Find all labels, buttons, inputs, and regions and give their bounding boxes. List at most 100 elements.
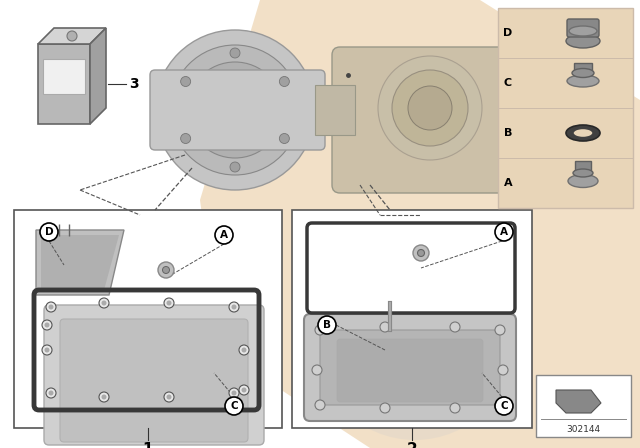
FancyBboxPatch shape <box>150 70 325 150</box>
Text: 3: 3 <box>129 77 139 91</box>
Circle shape <box>312 365 322 375</box>
Polygon shape <box>38 28 106 44</box>
Circle shape <box>99 298 109 308</box>
FancyBboxPatch shape <box>44 305 264 445</box>
Circle shape <box>42 345 52 355</box>
Text: 302144: 302144 <box>566 425 600 434</box>
Circle shape <box>392 70 468 146</box>
Circle shape <box>180 134 191 143</box>
Circle shape <box>495 223 513 241</box>
Text: B: B <box>504 128 512 138</box>
Polygon shape <box>36 230 124 295</box>
Text: A: A <box>500 227 508 237</box>
Bar <box>575 161 591 175</box>
Circle shape <box>318 316 336 334</box>
Circle shape <box>166 395 172 400</box>
Circle shape <box>413 245 429 261</box>
Circle shape <box>45 348 49 353</box>
FancyBboxPatch shape <box>304 314 516 421</box>
Circle shape <box>164 298 174 308</box>
Circle shape <box>155 30 315 190</box>
Circle shape <box>280 134 289 143</box>
Circle shape <box>102 301 106 306</box>
Circle shape <box>170 45 300 175</box>
Circle shape <box>241 388 246 392</box>
Circle shape <box>163 267 170 273</box>
Text: 1: 1 <box>143 443 153 448</box>
Ellipse shape <box>567 75 599 87</box>
Circle shape <box>408 86 452 130</box>
FancyBboxPatch shape <box>337 339 483 402</box>
FancyBboxPatch shape <box>332 47 523 193</box>
Circle shape <box>205 80 265 140</box>
Text: C: C <box>230 401 238 411</box>
Circle shape <box>215 226 233 244</box>
Circle shape <box>102 395 106 400</box>
Text: A: A <box>504 178 512 188</box>
Circle shape <box>495 400 505 410</box>
Bar <box>574 63 592 75</box>
Circle shape <box>225 397 243 415</box>
Circle shape <box>46 302 56 312</box>
Circle shape <box>187 62 283 158</box>
Ellipse shape <box>566 34 600 48</box>
Circle shape <box>380 403 390 413</box>
Circle shape <box>380 322 390 332</box>
Bar <box>43 59 85 94</box>
Circle shape <box>315 400 325 410</box>
Circle shape <box>45 323 49 327</box>
Circle shape <box>315 325 325 335</box>
Circle shape <box>164 392 174 402</box>
Circle shape <box>378 56 482 160</box>
Polygon shape <box>41 235 119 290</box>
Circle shape <box>230 162 240 172</box>
Circle shape <box>99 392 109 402</box>
Circle shape <box>232 391 237 396</box>
Circle shape <box>32 220 252 440</box>
Ellipse shape <box>573 129 593 138</box>
Ellipse shape <box>572 69 594 78</box>
Circle shape <box>241 348 246 353</box>
Ellipse shape <box>568 175 598 188</box>
Circle shape <box>239 345 249 355</box>
Bar <box>14 210 282 428</box>
Text: A: A <box>220 230 228 240</box>
Circle shape <box>498 365 508 375</box>
Circle shape <box>49 305 54 310</box>
Bar <box>498 8 633 208</box>
FancyBboxPatch shape <box>567 19 599 37</box>
FancyBboxPatch shape <box>320 330 500 405</box>
Text: C: C <box>504 78 512 88</box>
Circle shape <box>495 397 513 415</box>
Circle shape <box>166 301 172 306</box>
Circle shape <box>49 391 54 396</box>
Circle shape <box>230 48 240 58</box>
Text: B: B <box>323 320 331 330</box>
Bar <box>315 85 355 135</box>
Bar <box>292 210 532 428</box>
Polygon shape <box>90 28 106 124</box>
Ellipse shape <box>573 169 593 177</box>
Circle shape <box>229 302 239 312</box>
Circle shape <box>495 325 505 335</box>
Circle shape <box>40 223 58 241</box>
Circle shape <box>450 403 460 413</box>
Circle shape <box>46 388 56 398</box>
Text: D: D <box>45 227 53 237</box>
Text: 2: 2 <box>406 443 417 448</box>
Bar <box>536 375 631 437</box>
Polygon shape <box>200 0 640 448</box>
Polygon shape <box>556 390 601 413</box>
Ellipse shape <box>569 26 597 36</box>
Circle shape <box>229 388 239 398</box>
Circle shape <box>450 322 460 332</box>
Bar <box>38 44 90 124</box>
Text: C: C <box>500 401 508 411</box>
Ellipse shape <box>566 125 600 141</box>
Circle shape <box>67 31 77 41</box>
Circle shape <box>417 250 424 257</box>
Circle shape <box>280 77 289 86</box>
Circle shape <box>239 385 249 395</box>
Circle shape <box>232 305 237 310</box>
FancyBboxPatch shape <box>60 319 248 442</box>
